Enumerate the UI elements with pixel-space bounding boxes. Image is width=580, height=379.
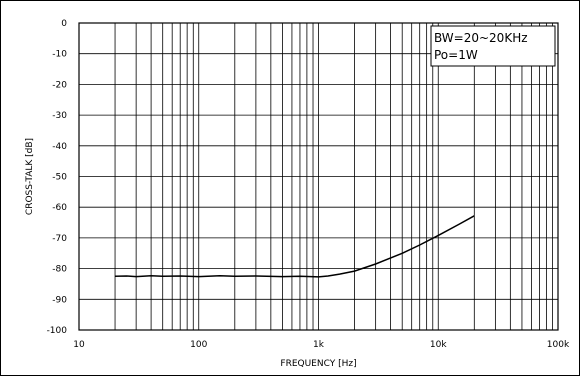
y-tick-label: -10 xyxy=(52,50,67,60)
y-tick-label: -70 xyxy=(52,234,67,244)
y-tick-label: -50 xyxy=(52,173,67,183)
legend-text-power: Po=1W xyxy=(434,48,478,62)
x-tick-label: 1k xyxy=(313,340,325,350)
x-tick-label: 100 xyxy=(190,340,207,350)
y-tick-label: -20 xyxy=(52,80,67,90)
y-tick-labels: 0 -10 -20 -30 -40 -50 -60 -70 -80 -90 -100 xyxy=(47,19,68,336)
x-tick-label: 100k xyxy=(547,340,570,350)
x-tick-label: 10k xyxy=(430,340,447,350)
legend: BW=20~20KHz Po=1W xyxy=(430,25,556,67)
y-axis-label: CROSS-TALK [dB] xyxy=(25,138,35,215)
y-tick-label: -100 xyxy=(47,326,68,336)
x-axis-label: FREQUENCY [Hz] xyxy=(280,359,356,369)
crosstalk-line xyxy=(114,215,475,278)
grid xyxy=(79,23,558,330)
legend-text-bandwidth: BW=20~20KHz xyxy=(434,31,528,45)
y-tick-label: -40 xyxy=(52,142,67,152)
x-tick-labels: 10 100 1k 10k 100k xyxy=(73,340,570,350)
y-tick-label: -90 xyxy=(52,295,67,305)
x-tick-label: 10 xyxy=(73,340,85,350)
y-tick-label: -80 xyxy=(52,265,67,275)
y-tick-label: -30 xyxy=(52,111,67,121)
y-tick-label: 0 xyxy=(61,19,67,29)
plot-area xyxy=(78,22,559,331)
legend-box xyxy=(430,25,556,67)
y-tick-label: -60 xyxy=(52,203,67,213)
